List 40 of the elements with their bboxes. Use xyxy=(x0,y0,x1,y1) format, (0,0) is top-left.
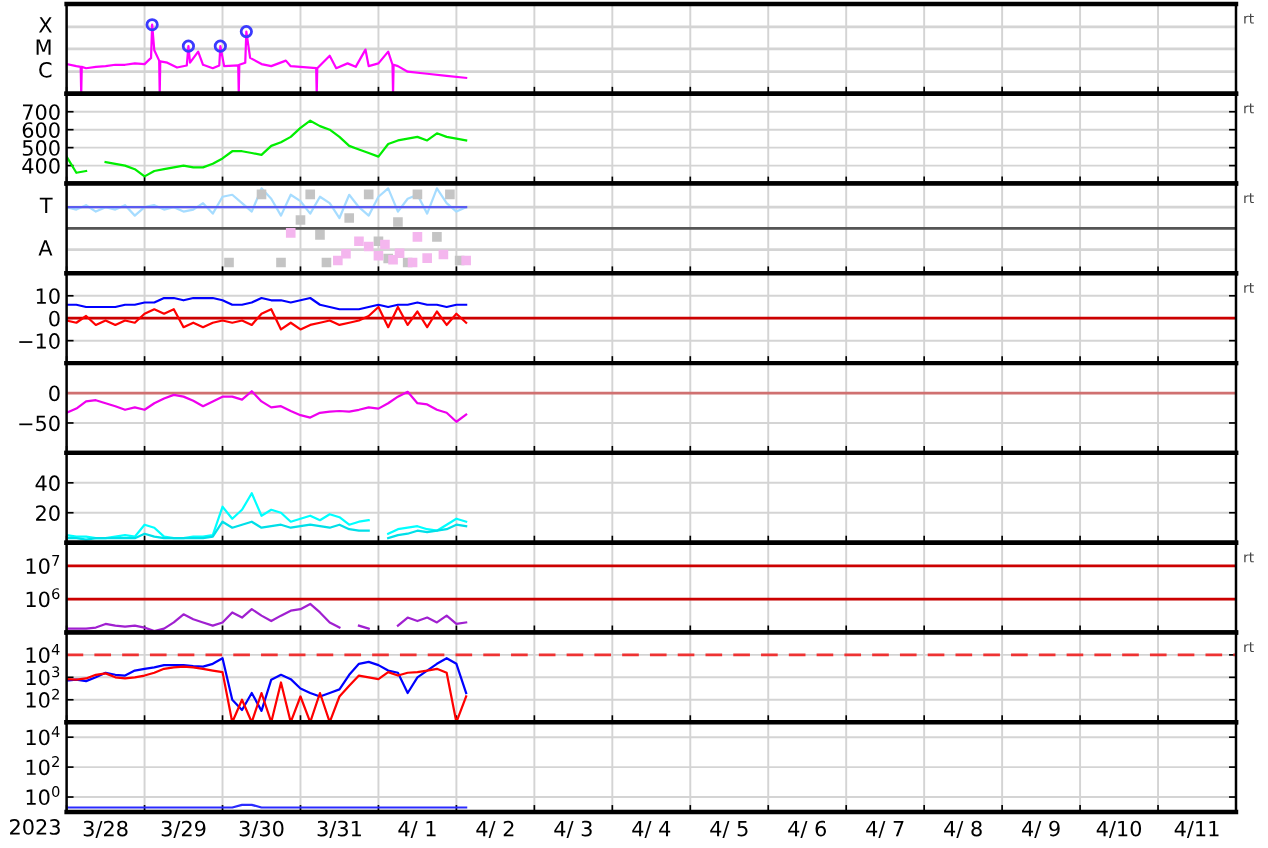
x-tick-label: 3/31 xyxy=(317,820,361,839)
ref-line-label: C xyxy=(39,61,52,78)
x-tick-label: 4/ 2 xyxy=(476,820,514,839)
y-tick-label: 10$^{4}$ xyxy=(26,726,60,746)
x-tick-label: 3/28 xyxy=(83,820,128,839)
y-tick-label: 10$^{0}$ xyxy=(26,785,60,806)
ref-line-label: M xyxy=(36,39,51,55)
x-tick-label: 4/ 9 xyxy=(1022,820,1060,839)
y-tick-label: −10 xyxy=(19,333,60,349)
x-tick-label: 4/ 1 xyxy=(398,820,436,839)
y-tick-label: −50 xyxy=(19,415,60,432)
x-tick-label: 4/ 4 xyxy=(632,820,671,839)
x-tick-label: 4/ 5 xyxy=(710,820,748,839)
x-tick-label: 4/ 6 xyxy=(788,820,826,839)
y-tick-label: 600 xyxy=(22,122,60,138)
x-axis-title: 2023 xyxy=(10,819,60,835)
y-tick-label: 10$^{2}$ xyxy=(26,756,59,776)
y-tick-label: 10$^{3}$ xyxy=(26,666,60,686)
y-tick-label: 500 xyxy=(22,140,60,156)
y-tick-label: 700 xyxy=(22,104,60,120)
y-tick-label: 10$^{6}$ xyxy=(26,588,60,608)
y-tick-label: 10$^{4}$ xyxy=(26,644,60,663)
y-tick-label: 40 xyxy=(35,475,60,492)
y-tick-label: 0 xyxy=(49,310,60,327)
y-tick-label: 0 xyxy=(49,385,60,402)
y-tick-label: 400 xyxy=(22,158,60,174)
x-tick-label: 3/30 xyxy=(239,820,284,839)
ref-line-label: T xyxy=(39,197,53,213)
x-tick-label: 4/ 3 xyxy=(554,820,592,839)
ref-line-label: A xyxy=(38,240,53,256)
y-tick-label: 10 xyxy=(36,288,60,304)
x-tick-label: 4/10 xyxy=(1096,820,1142,839)
y-tick-label: 10$^{7}$ xyxy=(26,555,60,574)
ref-line-label: X xyxy=(38,17,52,33)
y-tick-label: 10$^{2}$ xyxy=(26,688,59,708)
x-tick-label: 4/11 xyxy=(1174,820,1219,839)
x-tick-label: 4/ 8 xyxy=(944,820,982,839)
y-tick-label: 20 xyxy=(36,505,60,521)
x-tick-label: 4/ 7 xyxy=(866,820,904,839)
x-tick-label: 3/29 xyxy=(161,820,206,839)
